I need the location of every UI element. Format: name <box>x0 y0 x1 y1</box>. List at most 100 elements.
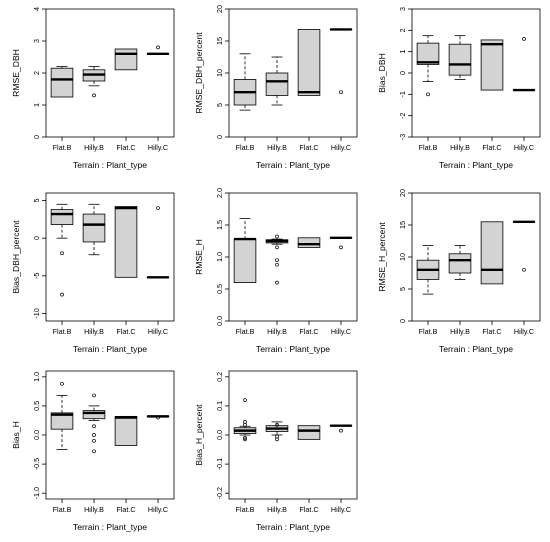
x-axis-title: Terrain : Plant_type <box>73 344 147 354</box>
outlier-point <box>60 251 64 256</box>
plot-frame <box>228 8 358 138</box>
x-tick-label: Flat.C <box>299 327 318 336</box>
x-tick-label: Hilly.C <box>148 505 168 514</box>
y-tick-label: 1 <box>398 50 407 54</box>
y-axis-title: RMSE_DBH <box>11 49 21 97</box>
x-tick-label: Flat.B <box>236 143 255 152</box>
panel-bias-h: -1.0 -0.5 0.0 0.5 1.0 Flat.B Hilly.B Flat.C Hill… <box>11 370 175 532</box>
x-tick-label: Hilly.B <box>450 143 470 152</box>
box-flat-b <box>416 35 440 97</box>
outlier-point <box>156 45 160 50</box>
y-tick-label: 0.0 <box>215 430 224 440</box>
iqr-box <box>448 253 472 274</box>
box-flat-c <box>480 39 504 91</box>
iqr-box <box>114 48 138 71</box>
outlier-point <box>92 433 96 437</box>
y-tick-label: -1.0 <box>32 487 41 499</box>
y-axis-title: Bias_H_percent <box>194 404 204 466</box>
y-tick-label: 1.5 <box>215 220 224 230</box>
iqr-box <box>50 209 74 226</box>
y-tick-label: -2 <box>398 112 407 118</box>
x-tick-label: Hilly.B <box>84 505 104 514</box>
y-tick-label: 1 <box>32 103 41 107</box>
outlier-point <box>339 90 343 95</box>
x-tick-label: Hilly.C <box>514 143 534 152</box>
iqr-box <box>448 43 472 76</box>
outlier-point <box>275 280 279 285</box>
y-tick-label: 0 <box>398 319 407 323</box>
outlier-point <box>243 420 247 424</box>
box-hilly-b <box>265 234 289 285</box>
x-tick-label: Flat.B <box>53 505 72 514</box>
x-tick-label: Flat.C <box>482 327 501 336</box>
outlier-point <box>60 381 64 386</box>
x-tick-label: Flat.C <box>116 143 135 152</box>
box-hilly-b <box>265 421 289 442</box>
y-tick-label: 0.0 <box>32 430 41 440</box>
iqr-box <box>297 237 321 248</box>
y-tick-label: -0.2 <box>215 487 224 499</box>
y-tick-label: 5 <box>32 199 41 203</box>
x-axis-title: Terrain : Plant_type <box>256 344 330 354</box>
outlier-point <box>339 428 343 433</box>
x-tick-label: Hilly.C <box>331 327 351 336</box>
box-flat-b <box>50 203 74 297</box>
y-tick-label: -5 <box>32 273 41 279</box>
y-axis-title: Bias_DBH <box>377 53 387 93</box>
x-tick-label: Flat.B <box>236 505 255 514</box>
y-tick-label: -10 <box>32 308 41 318</box>
y-axis-title: RMSE_H <box>194 239 204 275</box>
y-tick-label: 0.0 <box>215 316 224 326</box>
box-flat-c <box>297 425 321 440</box>
y-tick-label: 0.5 <box>32 401 41 411</box>
y-tick-label: 0.5 <box>215 284 224 294</box>
y-tick-label: 20 <box>215 5 224 13</box>
plot-frame <box>45 192 175 322</box>
y-axis-title: Bias_DBH_percent <box>11 220 21 294</box>
x-tick-label: Hilly.C <box>331 143 351 152</box>
outlier-point <box>243 398 247 402</box>
outlier-point <box>275 262 279 267</box>
y-tick-label: 0 <box>398 71 407 75</box>
x-tick-label: Hilly.B <box>267 143 287 152</box>
y-tick-label: 2 <box>398 28 407 32</box>
box-flat-c <box>114 206 138 278</box>
x-tick-label: Flat.C <box>299 143 318 152</box>
y-tick-label: 3 <box>32 39 41 43</box>
y-tick-label: 0 <box>215 135 224 139</box>
x-tick-label: Flat.B <box>236 327 255 336</box>
x-tick-label: Hilly.B <box>84 327 104 336</box>
box-flat-b <box>50 66 74 98</box>
x-axis-title: Terrain : Plant_type <box>256 160 330 170</box>
iqr-box <box>82 213 106 243</box>
x-axis-title: Terrain : Plant_type <box>73 160 147 170</box>
iqr-box <box>50 412 74 430</box>
y-axis-title: RMSE_H_percent <box>377 222 387 292</box>
outlier-point <box>92 93 96 98</box>
box-hilly-b <box>82 393 106 454</box>
x-tick-label: Flat.C <box>299 505 318 514</box>
iqr-box <box>50 67 74 98</box>
y-tick-label: -1 <box>398 91 407 97</box>
plot-frame <box>411 8 541 138</box>
box-hilly-b <box>82 66 106 98</box>
y-tick-label: 3 <box>398 7 407 11</box>
box-flat-b <box>416 245 440 295</box>
box-flat-c <box>297 237 321 248</box>
iqr-box <box>416 42 440 65</box>
iqr-box <box>265 72 289 96</box>
outlier-point <box>243 437 247 442</box>
iqr-box <box>480 221 504 285</box>
y-tick-label: 10 <box>398 253 407 261</box>
box-flat-b <box>50 381 74 450</box>
outlier-point <box>275 258 279 263</box>
y-tick-label: 20 <box>398 189 407 197</box>
x-tick-label: Hilly.C <box>148 327 168 336</box>
y-tick-label: 5 <box>398 287 407 291</box>
box-flat-c <box>114 415 138 446</box>
y-tick-label: 0.1 <box>215 401 224 411</box>
plot-frame <box>45 370 175 500</box>
x-axis-title: Terrain : Plant_type <box>256 522 330 532</box>
y-tick-label: -0.1 <box>215 458 224 470</box>
panel-rmse-dbh-percent: 0 5 10 15 20 Flat.B Hilly.B Flat.C Hilly.CTerrai… <box>194 5 358 170</box>
